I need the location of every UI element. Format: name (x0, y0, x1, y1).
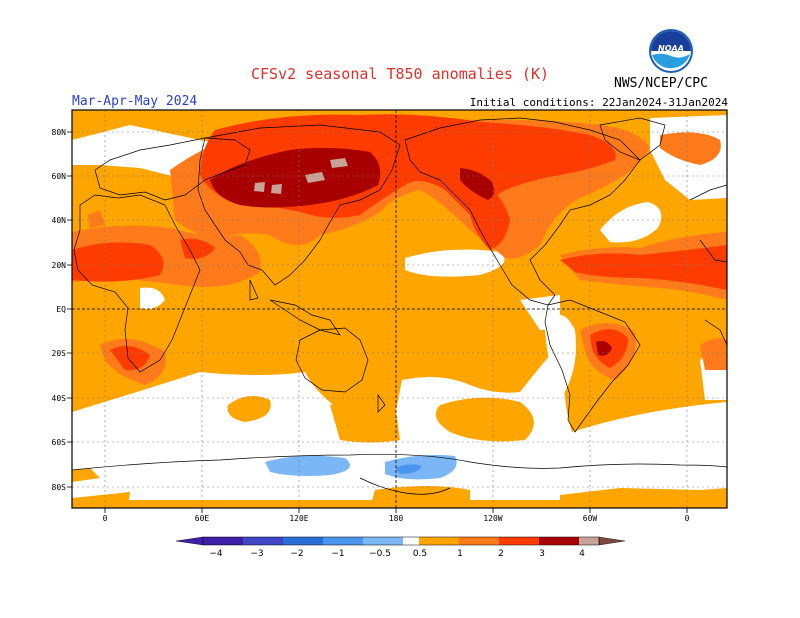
lon-label-60e: 60E (195, 514, 210, 523)
lat-label-40s: 40S (52, 394, 67, 403)
lat-label-20s: 20S (52, 349, 67, 358)
coastlines (72, 117, 727, 495)
colorbar-swatch (243, 537, 283, 545)
lat-label-eq: EQ (56, 305, 66, 314)
organization-label: NWS/NCEP/CPC (614, 76, 708, 91)
colorbar-label: −4 (209, 549, 223, 559)
colorbar-swatch (403, 537, 419, 545)
colorbar-label: −3 (250, 549, 263, 559)
initial-conditions-label: Initial conditions: 22Jan2024-31Jan2024 (469, 96, 728, 109)
colorbar-swatch (363, 537, 403, 545)
lon-label-180: 180 (389, 514, 404, 523)
lat-label-60s: 60S (52, 438, 67, 447)
colorbar-swatch (203, 537, 243, 545)
colorbar-label: 4 (579, 549, 585, 559)
lat-label-80s: 80S (52, 483, 67, 492)
lon-label-120w: 120W (483, 514, 502, 523)
equator-dateline (72, 110, 727, 508)
colorbar-arrow-high (598, 536, 626, 546)
colorbar-swatch (283, 537, 323, 545)
map-title: CFSv2 seasonal T850 anomalies (K) (250, 65, 549, 83)
lat-label-20n: 20N (52, 261, 67, 270)
lat-label-60n: 60N (52, 172, 67, 181)
colorbar-swatch (499, 537, 539, 545)
lon-label-120e: 120E (289, 514, 308, 523)
colorbar-arrow-low (175, 536, 204, 546)
colorbar-label: −1 (331, 549, 344, 559)
colorbar-label: 2 (498, 549, 504, 559)
colorbar-label: 0.5 (413, 549, 427, 559)
lon-label-0: 0 (103, 514, 108, 523)
lat-label-40n: 40N (52, 216, 67, 225)
lon-label-60w: 60W (583, 514, 598, 523)
colorbar-swatch (323, 537, 363, 545)
colorbar: −4 −3 −2 −1 −0.5 0.5 1 2 3 4 (175, 536, 626, 559)
lon-label-0-east: 0 (685, 514, 690, 523)
colorbar-label: −0.5 (369, 549, 391, 559)
colorbar-label: 3 (539, 549, 545, 559)
noaa-logo-icon (649, 29, 693, 73)
season-label: Mar-Apr-May 2024 (72, 94, 198, 109)
graticule (72, 110, 727, 508)
colorbar-label: 1 (457, 549, 463, 559)
colorbar-label: −2 (290, 549, 303, 559)
colorbar-swatch (579, 537, 599, 545)
colorbar-swatch (459, 537, 499, 545)
noaa-logo-text: NOAA (658, 44, 684, 53)
lat-label-80n: 80N (52, 128, 67, 137)
colorbar-swatch (419, 537, 459, 545)
colorbar-swatch (539, 537, 579, 545)
